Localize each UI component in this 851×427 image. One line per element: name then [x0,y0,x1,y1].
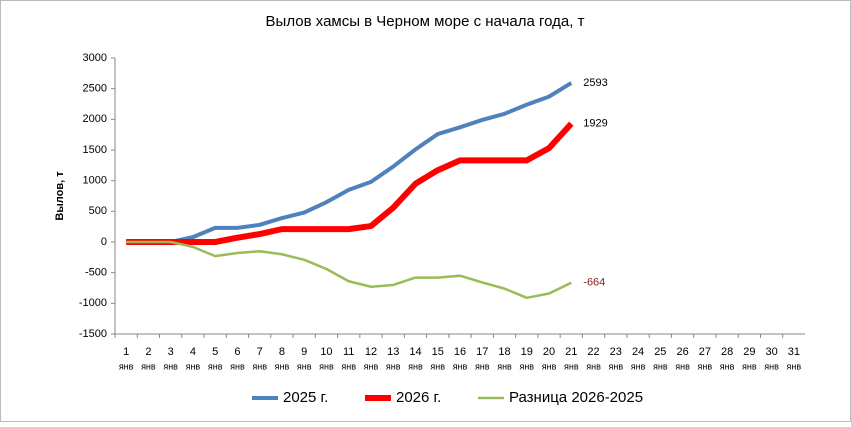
x-tick-month: янв [497,361,512,371]
x-tick-month: янв [186,361,201,371]
x-tick-month: янв [297,361,312,371]
x-tick-month: янв [631,361,646,371]
x-tick-month: янв [408,361,423,371]
x-tick-month: янв [230,361,245,371]
x-tick-month: янв [364,361,379,371]
x-tick-label: 31 [788,346,800,358]
legend-label: Разница 2026-2025 [509,389,643,406]
series-line [126,81,573,244]
x-tick-month: янв [653,361,668,371]
x-tick-label: 30 [765,346,777,358]
x-tick-label: 3 [168,346,174,358]
x-tick-month: янв [564,361,579,371]
x-tick-month: янв [742,361,757,371]
x-tick-label: 19 [521,346,533,358]
x-tick-month: янв [542,361,557,371]
series-line [126,240,572,300]
x-tick-month: янв [430,361,445,371]
x-tick-label: 14 [409,346,421,358]
y-tick-label: 3000 [83,52,107,64]
x-tick-month: янв [519,361,534,371]
x-tick-month: янв [386,361,401,371]
x-tick-label: 9 [301,346,307,358]
legend-label: 2026 г. [396,389,441,406]
x-tick-label: 24 [632,346,644,358]
x-tick-month: янв [787,361,802,371]
x-tick-label: 17 [476,346,488,358]
x-tick-label: 8 [279,346,285,358]
x-tick-month: янв [764,361,779,371]
y-tick-label: 0 [101,236,107,248]
x-tick-label: 23 [610,346,622,358]
y-axis-label: Вылов, т [54,171,66,221]
x-tick-label: 4 [190,346,196,358]
x-tick-label: 1 [123,346,129,358]
x-tick-month: янв [720,361,735,371]
x-tick-label: 12 [365,346,377,358]
x-tick-label: 20 [543,346,555,358]
x-tick-month: янв [675,361,690,371]
x-tick-label: 6 [234,346,240,358]
x-tick-label: 18 [498,346,510,358]
x-tick-label: 7 [257,346,263,358]
x-tick-month: янв [163,361,178,371]
x-tick-label: 2 [145,346,151,358]
x-tick-month: янв [341,361,356,371]
x-tick-month: янв [586,361,601,371]
x-tick-label: 28 [721,346,733,358]
y-tick-label: 2500 [83,83,107,95]
y-tick-label: -500 [85,267,107,279]
y-tick-label: -1500 [79,328,107,340]
y-tick-label: 2000 [83,113,107,125]
data-label: 1929 [583,118,607,130]
x-tick-label: 11 [343,346,354,358]
x-tick-label: 25 [654,346,666,358]
x-tick-label: 21 [565,346,577,358]
x-tick-month: янв [698,361,713,371]
y-tick-label: 1000 [83,175,107,187]
x-tick-month: янв [608,361,623,371]
x-tick-month: янв [475,361,490,371]
series-line [126,121,574,245]
y-tick-label: 500 [89,205,107,217]
x-tick-label: 10 [320,346,332,358]
data-label: 2593 [583,77,607,89]
x-tick-month: янв [208,361,223,371]
x-tick-label: 27 [699,346,711,358]
y-tick-label: 1500 [83,144,107,156]
x-tick-label: 16 [454,346,466,358]
x-tick-month: янв [275,361,290,371]
x-tick-month: янв [252,361,267,371]
y-tick-label: -1000 [79,297,107,309]
legend-label: 2025 г. [283,389,328,406]
chart-title: Вылов хамсы в Черном море с начала года,… [266,13,585,30]
x-tick-month: янв [141,361,156,371]
x-tick-month: янв [453,361,468,371]
x-tick-month: янв [119,361,134,371]
x-tick-label: 26 [676,346,688,358]
x-tick-month: янв [319,361,334,371]
x-tick-label: 22 [587,346,599,358]
x-tick-label: 5 [212,346,218,358]
x-tick-label: 15 [432,346,444,358]
x-tick-label: 29 [743,346,755,358]
data-label: -664 [583,277,605,289]
x-tick-label: 13 [387,346,399,358]
